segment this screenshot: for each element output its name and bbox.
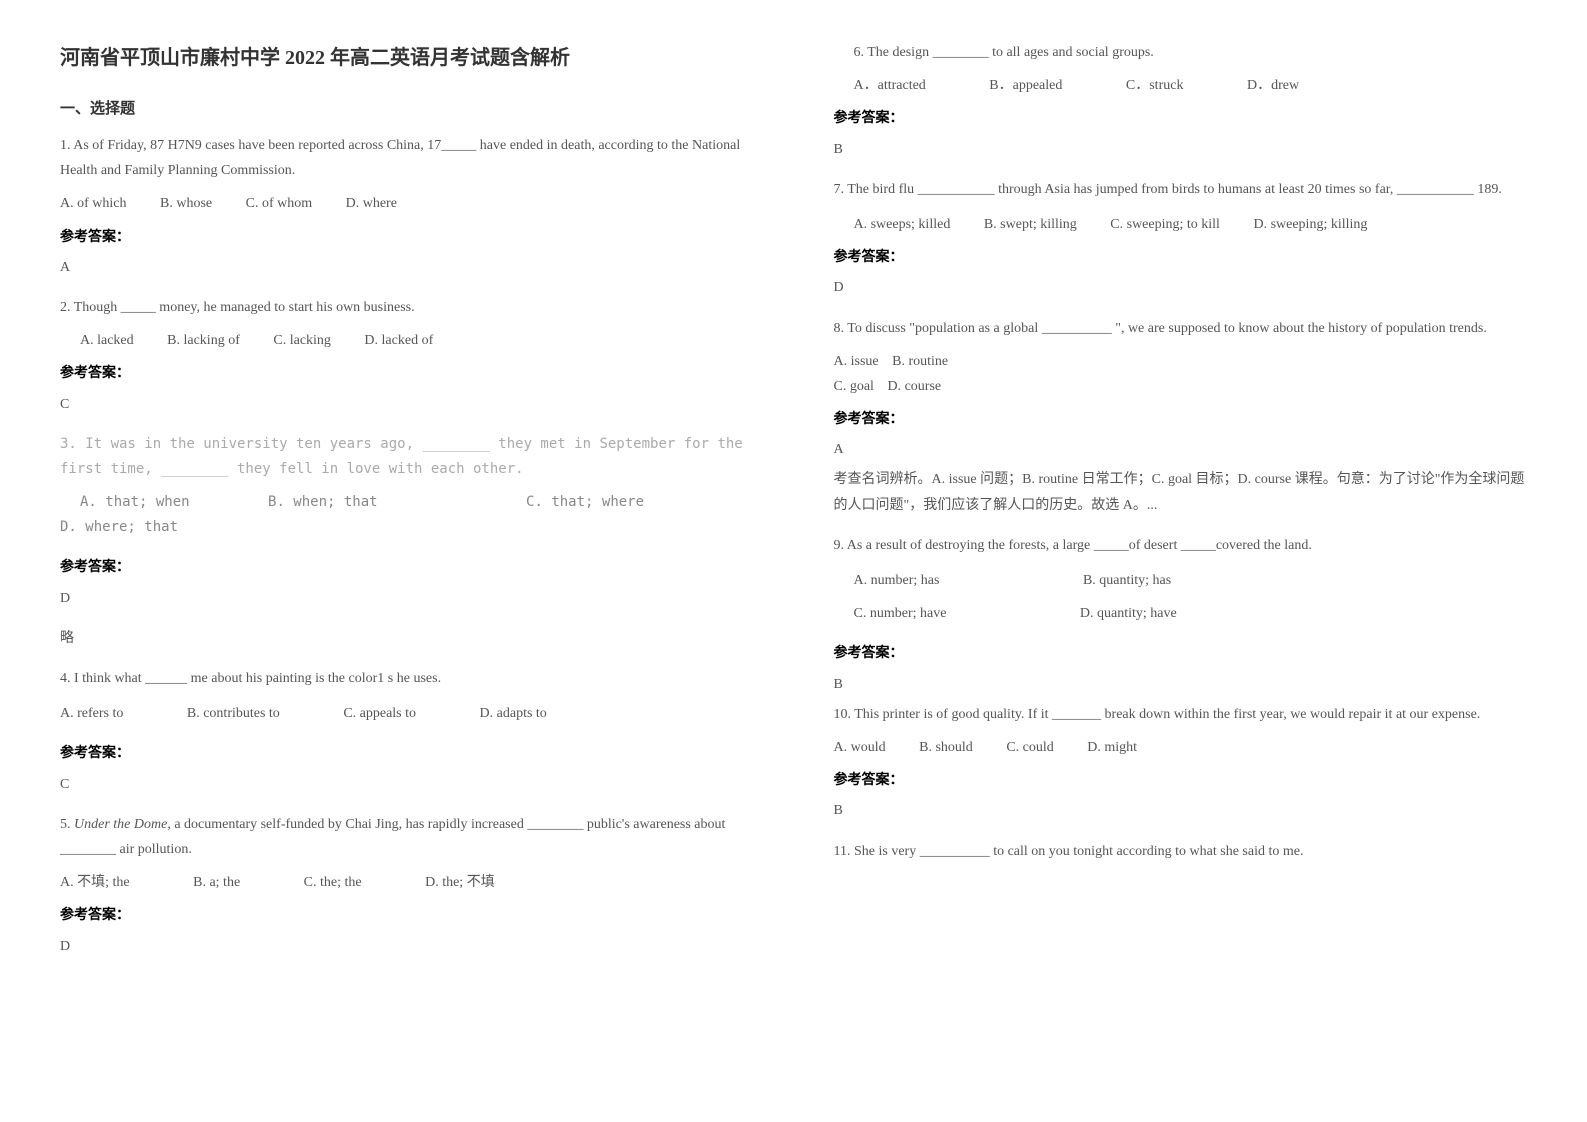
q8-explanation: 考查名词辨析。A. issue 问题；B. routine 日常工作；C. go…	[834, 467, 1528, 517]
q7-opt-a: A. sweeps; killed	[854, 217, 951, 232]
q3-options: A. that; when B. when; that C. that; whe…	[60, 490, 754, 540]
q10-answer: B	[834, 798, 1528, 823]
q9-text: 9. As a result of destroying the forests…	[834, 533, 1528, 558]
q5-text: 5. Under the Dome, a documentary self-fu…	[60, 812, 754, 862]
q10-opt-d: D. might	[1087, 740, 1137, 755]
q2-opt-c: C. lacking	[273, 333, 331, 348]
q10-opt-c: C. could	[1006, 740, 1053, 755]
q2-opt-a: A. lacked	[80, 333, 134, 348]
q1-answer-label: 参考答案：	[60, 225, 754, 250]
q4-opt-a: A. refers to	[60, 701, 123, 726]
q9-answer: B	[834, 672, 1528, 697]
q10-opt-a: A. would	[834, 740, 886, 755]
q6-opt-b: B．appealed	[989, 73, 1062, 98]
q7-opt-b: B. swept; killing	[984, 217, 1077, 232]
q8-answer-label: 参考答案：	[834, 407, 1528, 432]
q1-opt-c: C. of whom	[246, 196, 313, 211]
q9-opt-b: B. quantity; has	[1083, 573, 1171, 588]
q7-opt-c: C. sweeping; to kill	[1110, 217, 1220, 232]
q8-opt-b: B. routine	[892, 354, 948, 369]
q5-opt-d: D. the; 不填	[425, 870, 495, 895]
q5-opt-c: C. the; the	[304, 870, 362, 895]
q6-answer-label: 参考答案：	[834, 106, 1528, 131]
q10-options: A. would B. should C. could D. might	[834, 735, 1528, 760]
q5-answer-label: 参考答案：	[60, 903, 754, 928]
section-header: 一、选择题	[60, 96, 754, 123]
q8-opt-d: D. course	[887, 379, 941, 394]
q9-opt-d: D. quantity; have	[1080, 606, 1177, 621]
q8-options: A. issue B. routine C. goal D. course	[834, 349, 1528, 399]
q3-answer: D	[60, 586, 754, 611]
q5-italic: Under the Dome	[74, 817, 167, 832]
q2-answer: C	[60, 392, 754, 417]
q5-answer: D	[60, 934, 754, 959]
q3-abbr: 略	[60, 626, 754, 651]
q6-text: 6. The design ________ to all ages and s…	[834, 40, 1528, 65]
q4-opt-c: C. appeals to	[343, 701, 416, 726]
q7-answer-label: 参考答案：	[834, 245, 1528, 270]
q10-opt-b: B. should	[919, 740, 973, 755]
q6-opt-d: D．drew	[1247, 73, 1299, 98]
q1-opt-b: B. whose	[160, 196, 212, 211]
q5-options: A. 不填; the B. a; the C. the; the D. the;…	[60, 870, 754, 895]
q8-opt-a: A. issue	[834, 354, 879, 369]
q5-opt-a: A. 不填; the	[60, 870, 130, 895]
q4-opt-b: B. contributes to	[187, 701, 280, 726]
q2-options: A. lacked B. lacking of C. lacking D. la…	[60, 328, 754, 353]
right-column: 6. The design ________ to all ages and s…	[834, 40, 1528, 974]
q10-text: 10. This printer is of good quality. If …	[834, 702, 1528, 727]
q1-text: 1. As of Friday, 87 H7N9 cases have been…	[60, 133, 754, 183]
q3-opt-a: A. that; when	[80, 494, 190, 510]
q9-opt-a: A. number; has	[854, 573, 940, 588]
q6-answer: B	[834, 137, 1528, 162]
q8-opt-c: C. goal	[834, 379, 874, 394]
q7-text: 7. The bird flu ___________ through Asia…	[834, 177, 1528, 202]
q7-opt-d: D. sweeping; killing	[1253, 217, 1367, 232]
q3-text: 3. It was in the university ten years ag…	[60, 432, 754, 482]
q9-options-row1: A. number; has B. quantity; has	[834, 568, 1528, 593]
q9-answer-label: 参考答案：	[834, 641, 1528, 666]
q2-text: 2. Though _____ money, he managed to sta…	[60, 295, 754, 320]
q1-opt-a: A. of which	[60, 196, 127, 211]
q3-answer-label: 参考答案：	[60, 555, 754, 580]
q3-opt-d: D. where; that	[60, 519, 178, 535]
page-title: 河南省平顶山市廉村中学 2022 年高二英语月考试题含解析	[60, 40, 754, 76]
q4-opt-d: D. adapts to	[480, 701, 547, 726]
q4-options: A. refers to B. contributes to C. appeal…	[60, 701, 754, 726]
q6-opt-a: A．attracted	[854, 73, 926, 98]
q11-text: 11. She is very __________ to call on yo…	[834, 839, 1528, 864]
q9-opt-c: C. number; have	[854, 606, 947, 621]
q3-opt-b: B. when; that	[268, 494, 378, 510]
q4-text: 4. I think what ______ me about his pain…	[60, 666, 754, 691]
q10-answer-label: 参考答案：	[834, 768, 1528, 793]
q5-text1: 5.	[60, 817, 74, 832]
q9-options-row2: C. number; have D. quantity; have	[834, 601, 1528, 626]
q7-options: A. sweeps; killed B. swept; killing C. s…	[834, 212, 1528, 237]
q3-opt-c: C. that; where	[526, 494, 644, 510]
left-column: 河南省平顶山市廉村中学 2022 年高二英语月考试题含解析 一、选择题 1. A…	[60, 40, 754, 974]
q7-answer: D	[834, 275, 1528, 300]
q1-answer: A	[60, 255, 754, 280]
q6-options: A．attracted B．appealed C．struck D．drew	[834, 73, 1528, 98]
q5-opt-b: B. a; the	[193, 870, 240, 895]
q1-options: A. of which B. whose C. of whom D. where	[60, 191, 754, 216]
q4-answer: C	[60, 772, 754, 797]
q8-answer: A	[834, 437, 1528, 462]
q2-opt-d: D. lacked of	[364, 333, 433, 348]
q1-opt-d: D. where	[346, 196, 397, 211]
q4-answer-label: 参考答案：	[60, 741, 754, 766]
q2-answer-label: 参考答案：	[60, 361, 754, 386]
q6-opt-c: C．struck	[1126, 73, 1184, 98]
q2-opt-b: B. lacking of	[167, 333, 240, 348]
q8-text: 8. To discuss "population as a global __…	[834, 316, 1528, 341]
